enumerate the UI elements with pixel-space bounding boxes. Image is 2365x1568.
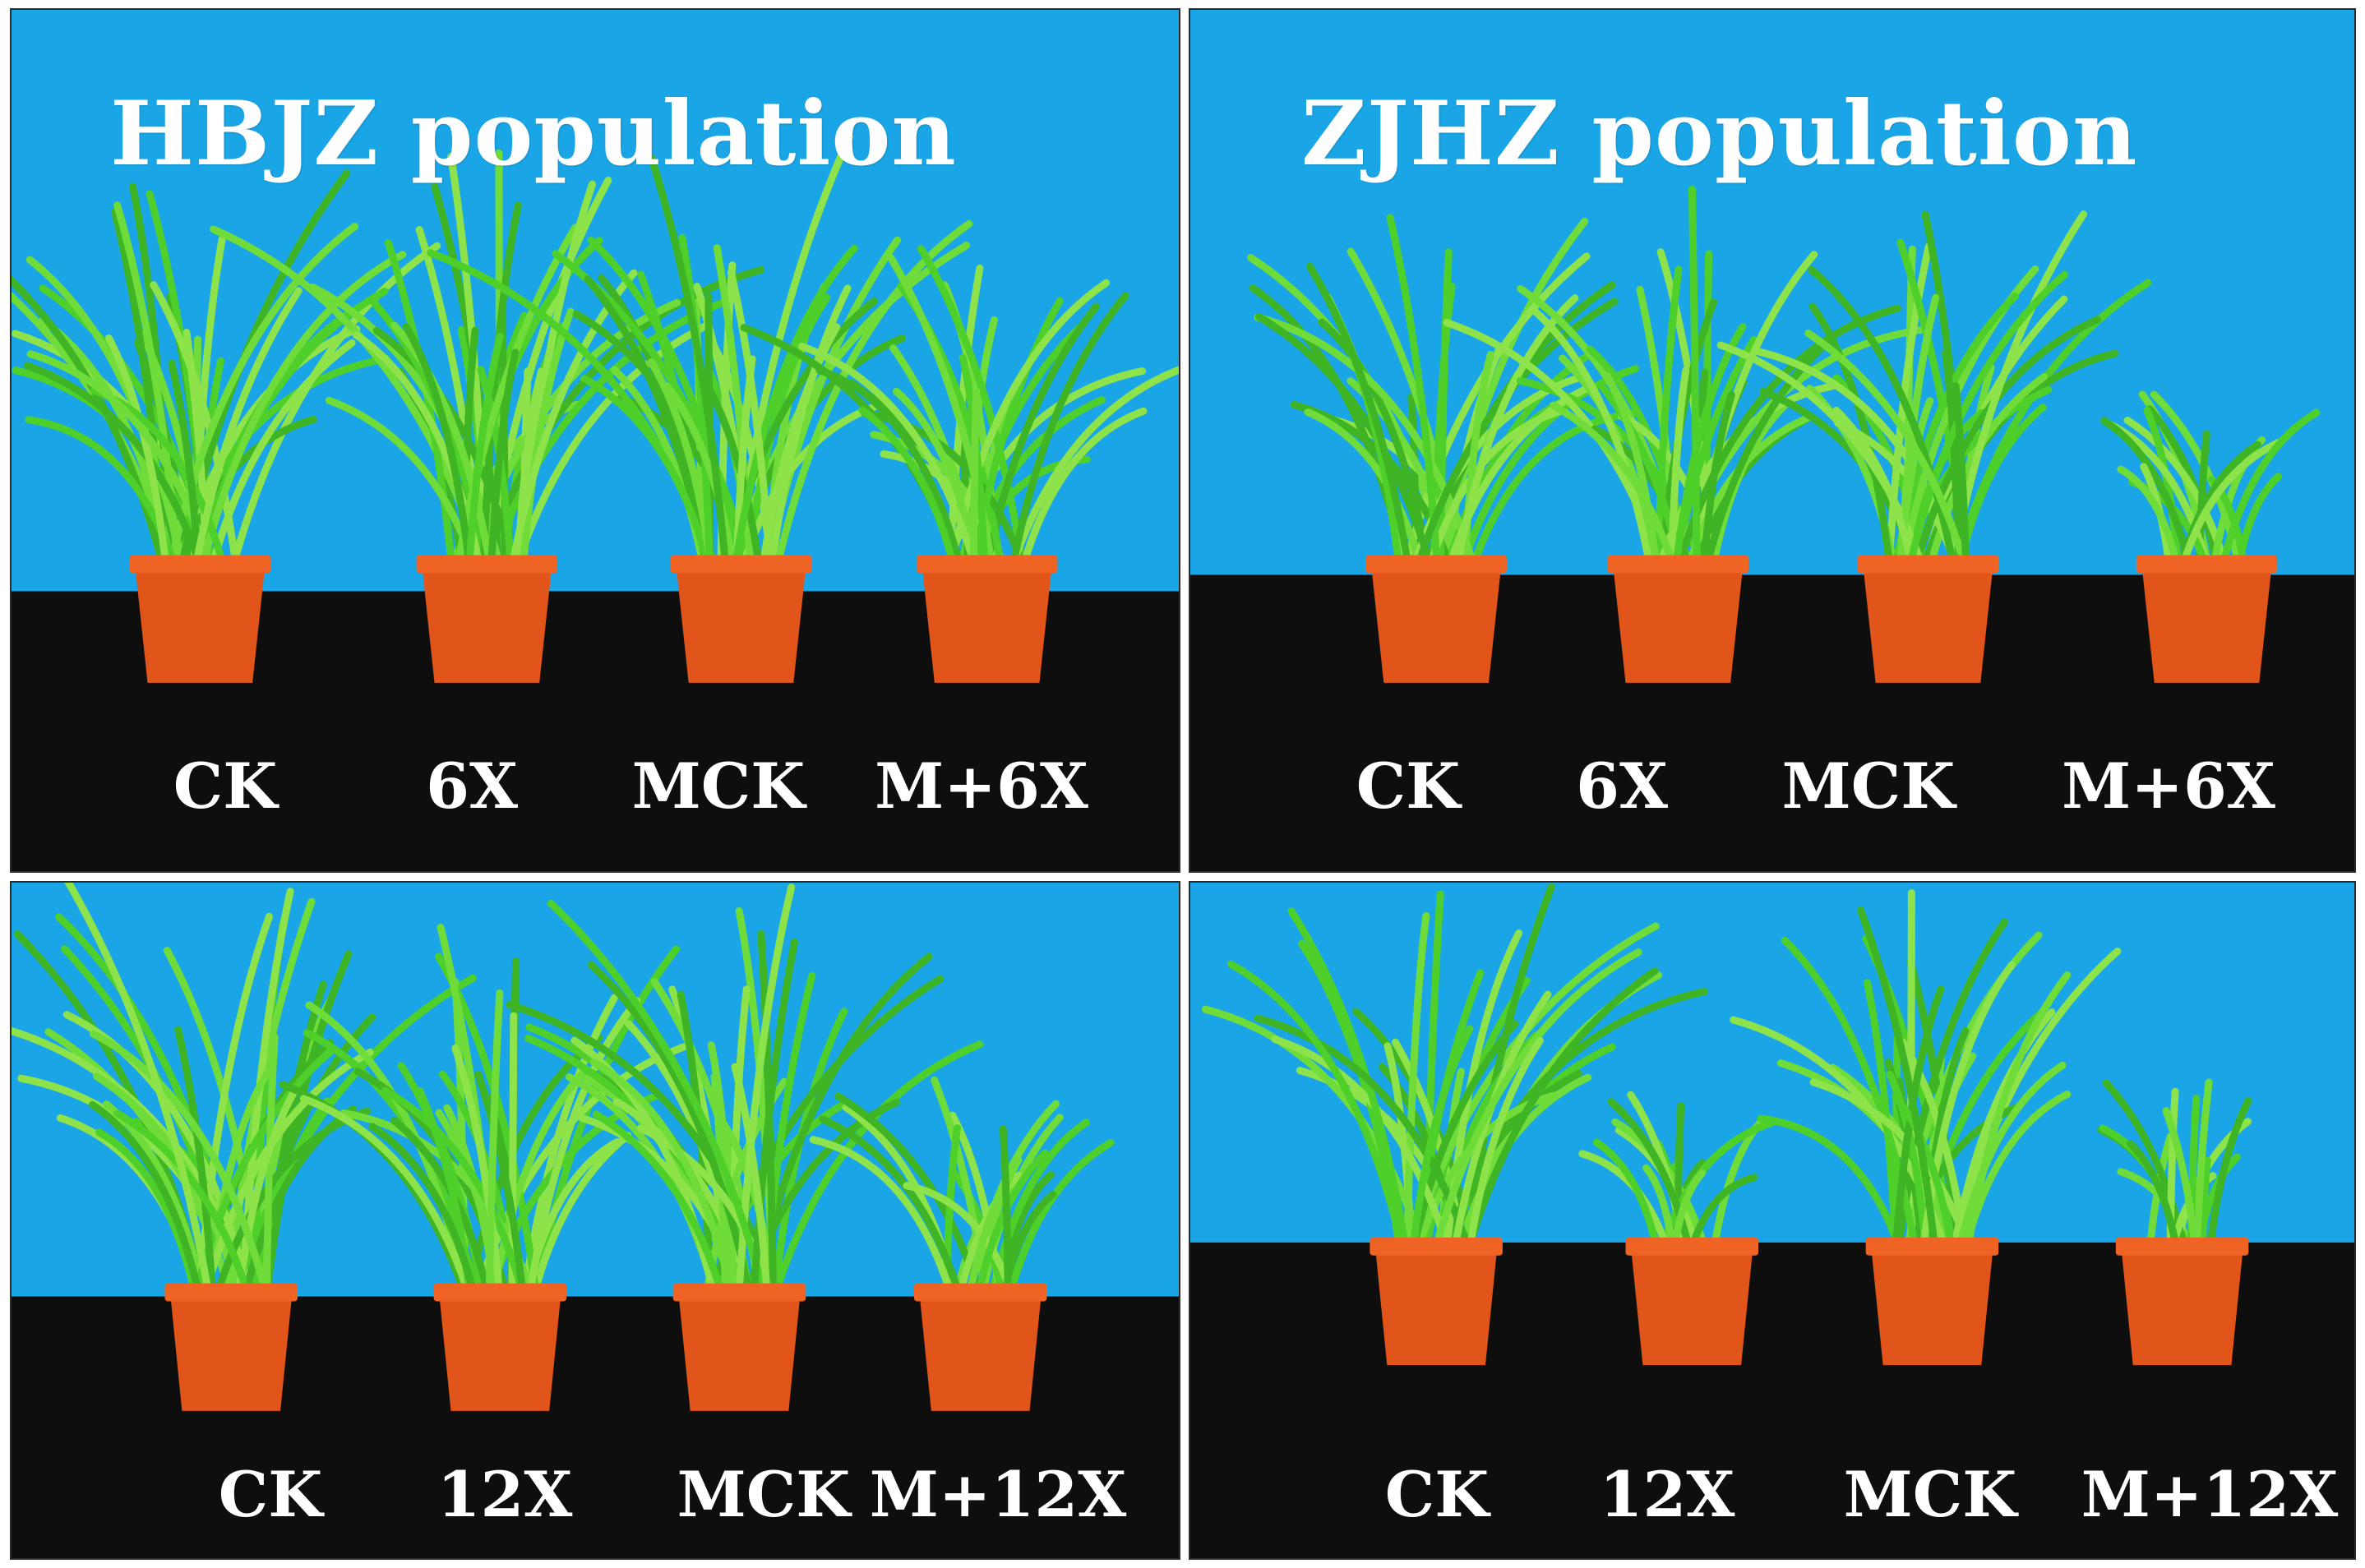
pot-label: CK (1356, 749, 1461, 823)
potted-plant (1201, 883, 1708, 1366)
pot-label: 12X (1599, 1458, 1735, 1531)
panel-title: HBJZ population (110, 82, 957, 186)
plant-photo-scene (1190, 10, 2354, 871)
potted-plant (12, 883, 477, 1411)
pot-label: M+12X (869, 1458, 1127, 1531)
potted-plant (1578, 1091, 1775, 1366)
photo-panel-hbjz-top: HBJZ population CK 6X MCK M+6X (10, 8, 1180, 873)
pot-label: MCK (1781, 749, 1956, 823)
pot-label: MCK (677, 1458, 851, 1531)
potted-plant (1247, 214, 1639, 683)
potted-plant (1716, 210, 2152, 683)
pot-label: 6X (1576, 749, 1668, 823)
plant-photo-scene (1190, 883, 2354, 1558)
potted-plant (427, 133, 973, 683)
pot-label: M+12X (2081, 1458, 2339, 1531)
pot-label: CK (1384, 1458, 1490, 1531)
potted-plant (2100, 390, 2321, 683)
potted-plant (279, 923, 688, 1411)
potted-plant (740, 245, 1179, 683)
potted-plant (12, 169, 441, 683)
photo-panel-hbjz-bottom: CK 12X MCK M+12X (10, 881, 1180, 1560)
photo-panel-zjhz-bottom: CK 12X MCK M+12X (1189, 881, 2356, 1560)
pot-label: 12X (437, 1458, 573, 1531)
plant-photo-scene (12, 883, 1179, 1558)
photo-panel-zjhz-top: ZJHZ population CK 6X MCK M+6X (1189, 8, 2356, 873)
potted-plant (210, 149, 765, 683)
pot-label: M+6X (875, 749, 1088, 823)
plant-photo-scene (12, 10, 1179, 871)
potted-plant (2097, 1078, 2252, 1366)
potted-plant (1730, 889, 2122, 1366)
potted-plant (809, 1076, 1115, 1411)
pot-label: 6X (426, 749, 518, 823)
pot-label: MCK (1843, 1458, 2017, 1531)
panel-title: ZJHZ population (1301, 82, 2138, 186)
potted-plant (506, 883, 984, 1411)
pot-label: M+6X (2062, 749, 2275, 823)
pot-label: CK (218, 1458, 323, 1531)
pot-label: MCK (631, 749, 806, 823)
pot-label: CK (173, 749, 278, 823)
